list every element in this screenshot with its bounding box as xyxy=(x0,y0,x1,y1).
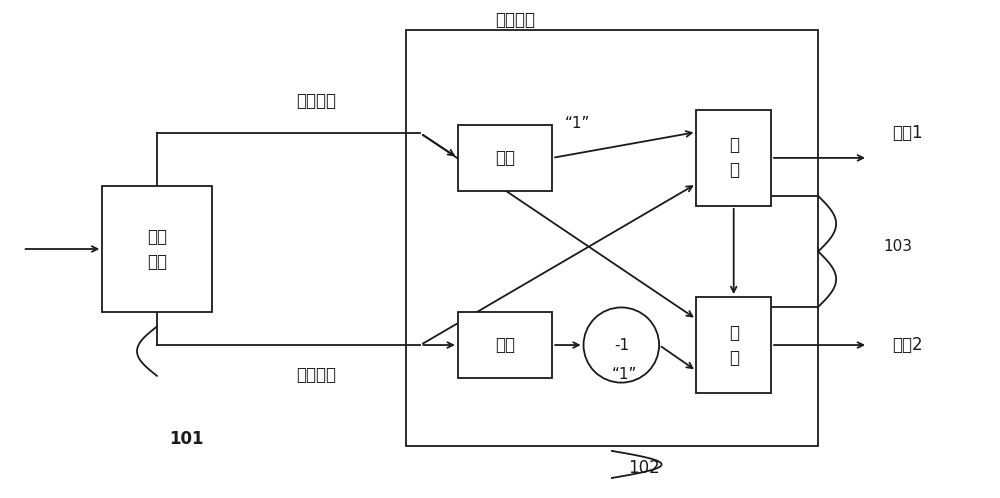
Text: 103: 103 xyxy=(883,239,912,254)
Text: 102: 102 xyxy=(628,459,660,477)
Text: 天线2: 天线2 xyxy=(892,336,923,354)
Ellipse shape xyxy=(584,307,659,382)
Text: 天线1: 天线1 xyxy=(892,124,923,142)
Bar xyxy=(696,110,771,206)
Text: 信号复合: 信号复合 xyxy=(495,11,535,29)
Text: 偶数支路: 偶数支路 xyxy=(296,366,336,383)
Bar xyxy=(458,124,552,191)
Bar xyxy=(458,312,552,378)
Text: 共轭: 共轭 xyxy=(495,336,515,354)
Text: 复
用: 复 用 xyxy=(729,324,739,367)
Bar xyxy=(696,297,771,393)
Text: 共轭: 共轭 xyxy=(495,149,515,167)
Text: 复
用: 复 用 xyxy=(729,136,739,179)
Text: -1: -1 xyxy=(614,338,629,353)
Text: “1”: “1” xyxy=(565,116,590,131)
Text: 奇数支路: 奇数支路 xyxy=(296,92,336,110)
Text: 101: 101 xyxy=(170,430,204,448)
Text: 串并
变换: 串并 变换 xyxy=(147,228,167,270)
Text: “1”: “1” xyxy=(612,367,637,382)
Bar xyxy=(406,30,818,446)
Bar xyxy=(102,186,212,312)
